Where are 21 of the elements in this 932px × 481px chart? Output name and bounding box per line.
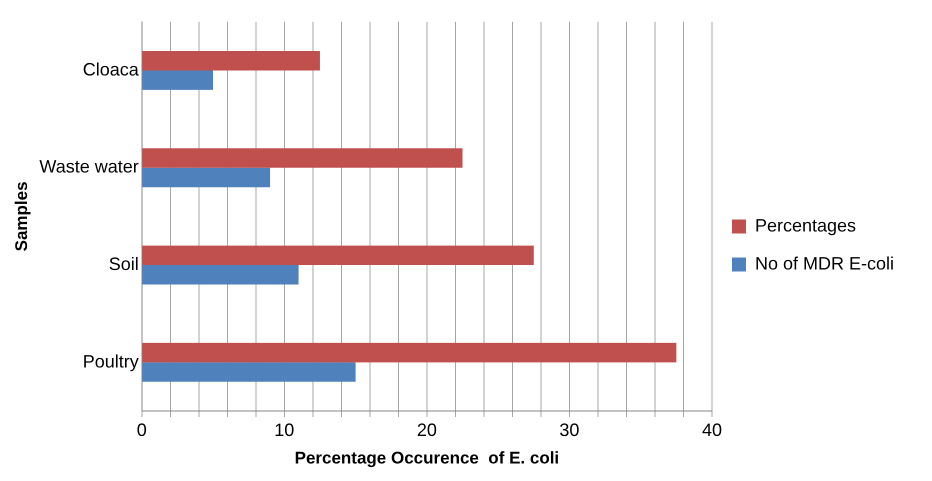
x-axis-title: Percentage Occurence of E. coli — [294, 448, 560, 468]
x-tick-label: 0 — [136, 420, 147, 440]
bar — [142, 265, 299, 285]
x-tick-label: 20 — [416, 420, 437, 440]
bar — [142, 148, 463, 168]
bar — [142, 246, 534, 266]
x-tick-label: 10 — [274, 420, 294, 440]
bar — [142, 70, 214, 90]
legend-label: No of MDR E-coli — [754, 253, 894, 274]
bar — [142, 50, 320, 70]
y-tick-label: Cloaca — [82, 59, 140, 80]
bar — [142, 342, 676, 362]
bar — [142, 168, 270, 188]
legend-label: Percentages — [754, 215, 856, 236]
y-tick-label: Soil — [108, 254, 139, 274]
bar — [142, 362, 356, 382]
y-axis-title: Samples — [12, 181, 31, 252]
y-tick-label: Poultry — [82, 351, 139, 372]
x-tick-label: 30 — [559, 420, 580, 440]
y-tick-label: Waste water — [39, 156, 139, 177]
x-tick-label: 40 — [702, 420, 722, 440]
